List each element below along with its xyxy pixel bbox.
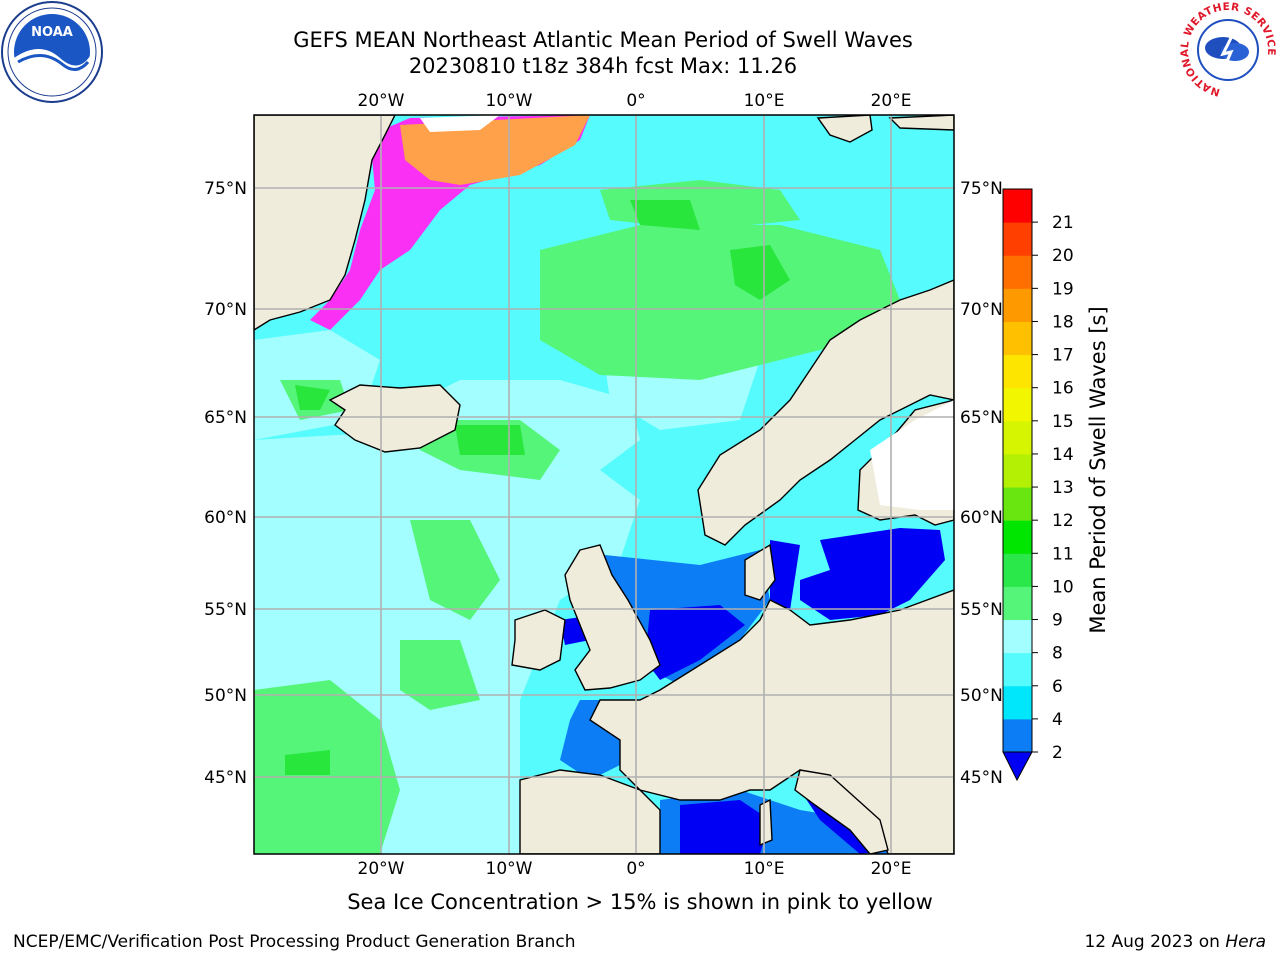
colorbar-frame (1002, 188, 1033, 753)
lat-label-left: 55°N (204, 600, 247, 620)
iceland (328, 384, 461, 453)
colorbar-segment (1003, 354, 1032, 389)
lat-label-left: 70°N (204, 300, 247, 320)
credit-machine: Hera (1225, 932, 1266, 952)
colorbar-under-extension (1002, 751, 1033, 782)
lon-labels-top: 20°W 10°W 0° 10°E 20°E (358, 91, 912, 111)
colorbar-tick-label: 13 (1052, 478, 1074, 498)
lat-labels-right: 75°N 70°N 65°N 60°N 55°N 50°N 45°N (960, 179, 1003, 788)
lat-label-right: 70°N (960, 300, 1003, 320)
lat-label-right: 55°N (960, 600, 1003, 620)
colorbar-segment (1003, 586, 1032, 621)
lon-label-top: 10°W (486, 91, 533, 111)
swell-10-11s-areas (285, 200, 790, 775)
map-frame (253, 114, 955, 855)
colorbar-tick-label: 15 (1052, 412, 1074, 432)
greenland (254, 115, 396, 331)
colorbar-tick-label: 4 (1052, 710, 1063, 730)
colorbar-segment (1003, 652, 1032, 687)
noaa-logo: NOAA (1, 1, 103, 103)
nws-logo: NATIONAL WEATHER SERVICE (1179, 1, 1277, 98)
lat-labels-left: 75°N 70°N 65°N 60°N 55°N 50°N 45°N (204, 179, 247, 788)
lat-label-right: 50°N (960, 686, 1003, 706)
lon-label-top: 0° (626, 91, 645, 111)
colorbar-tick-label: 12 (1052, 511, 1074, 531)
svg-text:NOAA: NOAA (31, 25, 73, 40)
lon-label-bottom: 0° (626, 859, 645, 879)
colorbar-tick-label: 14 (1052, 445, 1074, 465)
lat-label-left: 75°N (204, 179, 247, 199)
credit-date-text: 12 Aug 2023 on (1084, 932, 1226, 952)
credit-date: 12 Aug 2023 on Hera (1084, 932, 1266, 952)
map-panel (254, 115, 954, 854)
sea-ice-note: Sea Ice Concentration > 15% is shown in … (347, 890, 933, 914)
lon-label-bottom: 20°E (871, 859, 912, 879)
lat-label-left: 50°N (204, 686, 247, 706)
colorbar-tick-label: 18 (1052, 312, 1074, 332)
colorbar-segment (1003, 222, 1032, 256)
lon-label-bottom: 10°E (744, 859, 785, 879)
lat-label-right: 45°N (960, 768, 1003, 788)
colorbar-segment (1003, 619, 1032, 654)
lat-label-left: 45°N (204, 768, 247, 788)
colorbar-tick-label: 16 (1052, 379, 1074, 399)
colorbar-tick-label: 19 (1052, 279, 1074, 299)
credit-branch: NCEP/EMC/Verification Post Processing Pr… (13, 932, 576, 952)
colorbar-segment (1003, 288, 1032, 322)
lat-label-right: 65°N (960, 408, 1003, 428)
iberia (519, 769, 661, 854)
colorbar: 2 4 6 8 9 10 11 12 13 14 15 16 17 18 19 20 21 (1002, 188, 1074, 782)
colorbar-tick-label: 17 (1052, 346, 1074, 366)
colorbar-segment (1003, 685, 1032, 720)
lon-labels-bottom: 20°W 10°W 0° 10°E 20°E (358, 859, 912, 879)
colorbar-segment (1003, 520, 1032, 554)
lat-label-left: 60°N (204, 508, 247, 528)
colorbar-segment (1003, 420, 1032, 455)
colorbar-tick-label: 10 (1052, 577, 1074, 597)
swell-9-10s-areas (254, 180, 900, 854)
lon-label-top: 10°E (744, 91, 785, 111)
colorbar-tick-label: 8 (1052, 644, 1063, 664)
sea-ice-areas (310, 115, 590, 330)
colorbar-tick-label: 9 (1052, 611, 1063, 631)
lat-label-left: 65°N (204, 408, 247, 428)
colorbar-tick-label: 11 (1052, 544, 1074, 564)
colorbar-segment (1003, 718, 1032, 753)
colorbar-segment (1003, 453, 1032, 488)
colorbar-tick-label: 2 (1052, 743, 1063, 763)
lon-label-bottom: 20°W (358, 859, 405, 879)
colorbar-segment (1003, 255, 1032, 289)
italy (794, 769, 889, 854)
ireland (511, 609, 566, 671)
colorbar-tick-label: 21 (1052, 213, 1074, 233)
lat-label-right: 75°N (960, 179, 1003, 199)
colorbar-label: Mean Period of Swell Waves [s] (1086, 306, 1110, 634)
chart-subtitle: 20230810 t18z 384h fcst Max: 11.26 (408, 54, 798, 78)
denmark (744, 543, 776, 601)
colorbar-tick-label: 20 (1052, 246, 1074, 266)
graticule (254, 115, 954, 854)
chart-title: GEFS MEAN Northeast Atlantic Mean Period… (293, 28, 913, 52)
lat-label-right: 60°N (960, 508, 1003, 528)
colorbar-segment (1003, 189, 1032, 223)
colorbar-segment (1003, 387, 1032, 422)
colorbar-segment (1003, 553, 1032, 587)
colorbar-segment (1003, 487, 1032, 521)
lon-label-bottom: 10°W (486, 859, 533, 879)
colorbar-tick-label: 6 (1052, 677, 1063, 697)
lon-label-top: 20°W (358, 91, 405, 111)
colorbar-segment (1003, 321, 1032, 356)
lon-label-top: 20°E (871, 91, 912, 111)
